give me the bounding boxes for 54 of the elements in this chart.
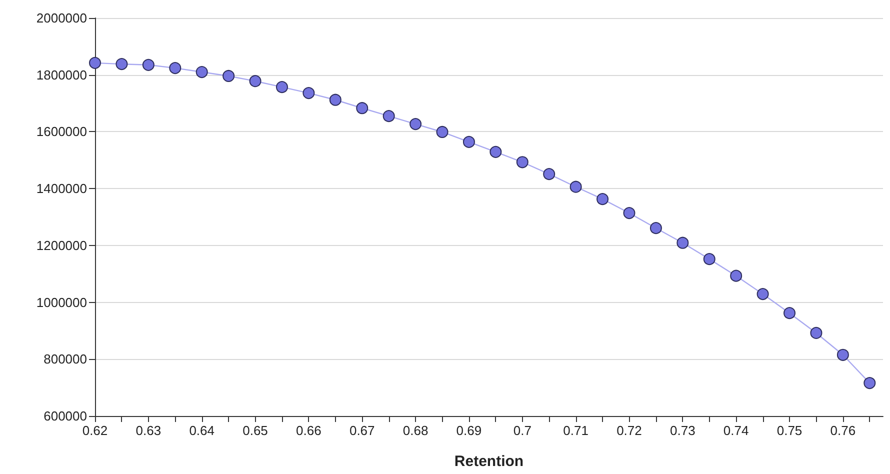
- point: [490, 146, 502, 158]
- x-axis-title: Retention: [454, 453, 524, 470]
- x-tick-label: 0.75: [776, 423, 802, 438]
- y-tick-label: 800000: [44, 352, 87, 367]
- point: [516, 156, 528, 168]
- point: [650, 222, 662, 234]
- x-tick-label: 0.67: [349, 423, 375, 438]
- point: [276, 81, 288, 94]
- point: [570, 180, 582, 193]
- y-tick-label: 1400000: [36, 181, 87, 196]
- point: [462, 136, 475, 148]
- y-tick-label: 1800000: [36, 67, 87, 82]
- point: [329, 94, 342, 106]
- point: [89, 56, 101, 69]
- point: [410, 118, 422, 130]
- x-tick-label: 0.64: [189, 423, 215, 438]
- point: [623, 207, 636, 220]
- point: [382, 110, 395, 122]
- point: [169, 62, 182, 74]
- point: [676, 236, 689, 249]
- x-tick-label: 0.76: [830, 423, 856, 438]
- y-tick-label: 2000000: [36, 10, 87, 26]
- point: [836, 348, 849, 361]
- x-tick-label: 0.71: [563, 423, 588, 438]
- y-tick-label: 1200000: [36, 238, 87, 253]
- point: [249, 75, 262, 88]
- point: [196, 66, 208, 78]
- x-tick-label: 0.72: [616, 423, 642, 438]
- x-tick-label: 0.66: [296, 423, 322, 438]
- x-tick-label: 0.69: [456, 423, 482, 438]
- y-tick-label: 1600000: [36, 124, 87, 140]
- point: [810, 326, 822, 339]
- point: [142, 58, 154, 71]
- x-tick-label: 0.62: [82, 423, 108, 438]
- point: [756, 288, 769, 300]
- point: [784, 307, 796, 320]
- point: [543, 168, 556, 180]
- x-tick-label: 0.74: [723, 423, 749, 438]
- y-tick-label: 1000000: [36, 294, 87, 310]
- point: [302, 87, 315, 100]
- x-tick-label: 0.63: [136, 423, 162, 438]
- point: [436, 126, 448, 138]
- x-tick-label: 0.65: [242, 423, 268, 438]
- point: [730, 270, 742, 282]
- x-tick-label: 0.68: [402, 423, 428, 438]
- y-tick-label: 600000: [44, 408, 87, 424]
- point: [703, 253, 716, 266]
- point: [596, 193, 609, 206]
- x-tick-label: 0.73: [670, 423, 696, 438]
- x-tick-label: 0.7: [513, 423, 532, 438]
- point: [356, 102, 368, 114]
- point: [864, 377, 876, 390]
- point: [222, 70, 235, 82]
- point: [116, 58, 128, 70]
